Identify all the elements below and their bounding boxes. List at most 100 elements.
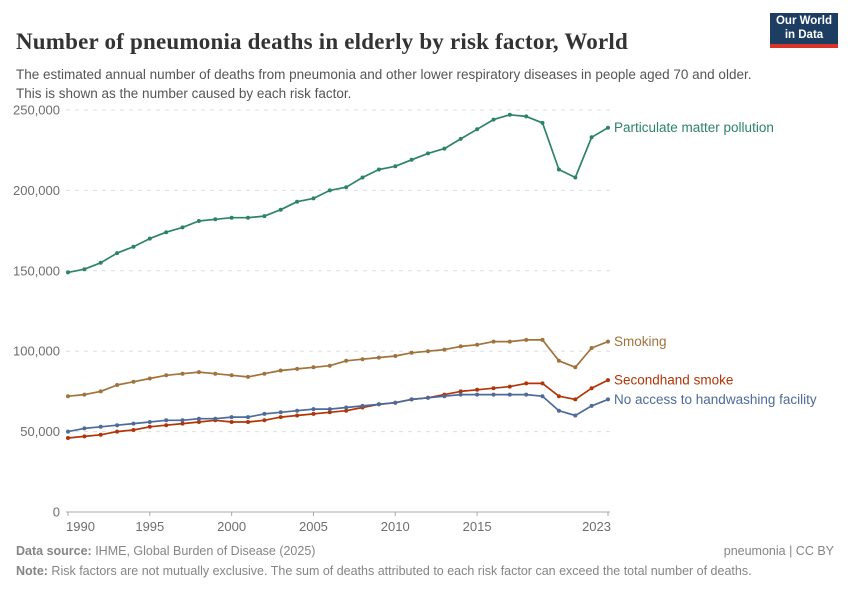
owid-logo-line1: Our World bbox=[775, 14, 832, 27]
data-point-particulate-matter-pollution-1997 bbox=[180, 225, 185, 230]
data-point-particulate-matter-pollution-1992 bbox=[98, 260, 103, 265]
data-point-no-access-to-handwashing-facility-1994 bbox=[131, 421, 136, 426]
x-axis-label-1995: 1995 bbox=[135, 519, 164, 534]
data-point-no-access-to-handwashing-facility-1991 bbox=[82, 426, 87, 431]
y-axis-label-250000: 250,000 bbox=[13, 103, 60, 118]
data-point-secondhand-smoke-2000 bbox=[229, 420, 234, 424]
note-text: Note: Risk factors are not mutually excl… bbox=[16, 564, 752, 578]
series-end-label-smoking: Smoking bbox=[614, 334, 667, 349]
data-point-secondhand-smoke-2001 bbox=[246, 420, 250, 424]
owid-logo-line2: in Data bbox=[784, 28, 824, 41]
data-point-no-access-to-handwashing-facility-2012 bbox=[426, 395, 430, 400]
data-point-no-access-to-handwashing-facility-2019 bbox=[540, 394, 545, 399]
data-point-smoking-2005 bbox=[311, 365, 316, 370]
data-point-smoking-2008 bbox=[360, 357, 365, 362]
data-point-no-access-to-handwashing-facility-2014 bbox=[458, 392, 463, 397]
data-point-smoking-2002 bbox=[262, 371, 267, 376]
data-point-smoking-2016 bbox=[491, 339, 496, 344]
page-title: Number of pneumonia deaths in elderly by… bbox=[16, 29, 628, 55]
data-point-smoking-2019 bbox=[540, 337, 545, 342]
data-point-particulate-matter-pollution-2008 bbox=[360, 175, 365, 180]
data-point-secondhand-smoke-2002 bbox=[262, 418, 267, 423]
data-point-particulate-matter-pollution-2007 bbox=[344, 185, 349, 190]
x-axis-label-2015: 2015 bbox=[463, 519, 492, 534]
data-point-smoking-2021 bbox=[573, 365, 578, 370]
data-point-no-access-to-handwashing-facility-2015 bbox=[475, 392, 480, 397]
data-point-smoking-1994 bbox=[131, 379, 136, 384]
data-point-smoking-2022 bbox=[589, 346, 594, 350]
data-point-smoking-2012 bbox=[426, 349, 430, 354]
data-point-particulate-matter-pollution-1995 bbox=[147, 236, 152, 241]
data-point-no-access-to-handwashing-facility-2011 bbox=[409, 397, 414, 402]
data-point-no-access-to-handwashing-facility-1995 bbox=[147, 420, 152, 424]
data-point-secondhand-smoke-1996 bbox=[164, 423, 169, 428]
data-point-secondhand-smoke-2019 bbox=[540, 381, 545, 386]
data-source-label: Data source: bbox=[16, 544, 92, 558]
data-point-particulate-matter-pollution-2019 bbox=[540, 120, 545, 125]
data-point-smoking-1998 bbox=[196, 370, 201, 375]
data-point-smoking-2011 bbox=[409, 350, 414, 355]
data-point-no-access-to-handwashing-facility-2021 bbox=[573, 413, 578, 418]
data-point-particulate-matter-pollution-2003 bbox=[278, 207, 283, 212]
series-line-no-access-to-handwashing-facility bbox=[67, 393, 609, 433]
data-point-particulate-matter-pollution-2018 bbox=[524, 114, 529, 119]
data-point-secondhand-smoke-2023 bbox=[606, 378, 610, 383]
data-point-particulate-matter-pollution-1996 bbox=[164, 230, 169, 235]
data-point-smoking-2000 bbox=[229, 373, 234, 378]
data-point-smoking-2018 bbox=[524, 337, 529, 342]
data-point-secondhand-smoke-1997 bbox=[180, 421, 185, 426]
data-source-text: Data source: IHME, Global Burden of Dise… bbox=[16, 544, 316, 558]
data-point-secondhand-smoke-2003 bbox=[278, 415, 283, 420]
owid-logo[interactable]: Our World in Data bbox=[770, 13, 838, 48]
data-point-no-access-to-handwashing-facility-2020 bbox=[556, 408, 561, 413]
data-point-secondhand-smoke-2020 bbox=[556, 394, 561, 399]
data-point-particulate-matter-pollution-1999 bbox=[213, 217, 218, 222]
data-point-particulate-matter-pollution-2014 bbox=[458, 136, 463, 141]
data-point-smoking-2023 bbox=[606, 339, 610, 344]
data-point-particulate-matter-pollution-2021 bbox=[573, 175, 578, 180]
data-point-no-access-to-handwashing-facility-2007 bbox=[344, 405, 349, 410]
data-point-particulate-matter-pollution-1991 bbox=[82, 267, 87, 272]
data-point-secondhand-smoke-2005 bbox=[311, 411, 316, 416]
data-point-particulate-matter-pollution-2009 bbox=[376, 167, 381, 172]
x-axis-label-2000: 2000 bbox=[217, 519, 246, 534]
data-point-secondhand-smoke-2015 bbox=[475, 387, 480, 392]
data-point-no-access-to-handwashing-facility-2018 bbox=[524, 392, 529, 397]
data-point-no-access-to-handwashing-facility-2002 bbox=[262, 411, 267, 416]
data-point-no-access-to-handwashing-facility-2010 bbox=[393, 400, 398, 405]
data-point-secondhand-smoke-2016 bbox=[491, 386, 496, 391]
series-line-particulate-matter-pollution bbox=[67, 113, 609, 274]
series-end-label-particulate-matter-pollution: Particulate matter pollution bbox=[614, 120, 774, 135]
license-text[interactable]: pneumonia | CC BY bbox=[723, 544, 834, 558]
data-point-particulate-matter-pollution-2023 bbox=[606, 125, 610, 130]
note-label: Note: bbox=[16, 564, 48, 578]
data-point-smoking-2015 bbox=[475, 342, 480, 347]
data-point-no-access-to-handwashing-facility-1993 bbox=[115, 423, 120, 428]
data-point-smoking-2017 bbox=[507, 339, 512, 344]
data-point-smoking-2020 bbox=[556, 358, 561, 363]
data-point-no-access-to-handwashing-facility-1990 bbox=[66, 429, 70, 434]
series-line-smoking bbox=[67, 339, 609, 398]
data-point-no-access-to-handwashing-facility-2003 bbox=[278, 410, 283, 415]
line-chart-area: 0 50,000 100,000 150,000 200,000 250,000 1990 1… bbox=[0, 95, 850, 545]
data-point-no-access-to-handwashing-facility-1997 bbox=[180, 418, 185, 423]
x-axis-label-1990: 1990 bbox=[66, 519, 95, 534]
data-point-secondhand-smoke-2006 bbox=[327, 410, 332, 415]
data-point-particulate-matter-pollution-2012 bbox=[426, 151, 430, 156]
data-point-smoking-2009 bbox=[376, 355, 381, 360]
data-point-secondhand-smoke-1990 bbox=[66, 436, 70, 440]
data-point-smoking-2013 bbox=[442, 347, 447, 352]
data-point-no-access-to-handwashing-facility-2004 bbox=[295, 408, 300, 413]
data-point-particulate-matter-pollution-2016 bbox=[491, 117, 496, 122]
data-point-particulate-matter-pollution-2006 bbox=[327, 188, 332, 193]
data-point-particulate-matter-pollution-2001 bbox=[246, 215, 250, 220]
data-point-secondhand-smoke-1998 bbox=[196, 420, 201, 424]
data-point-smoking-1990 bbox=[66, 394, 70, 399]
data-point-smoking-1991 bbox=[82, 392, 87, 397]
series-line-secondhand-smoke bbox=[67, 379, 609, 439]
data-point-smoking-1993 bbox=[115, 383, 120, 387]
x-axis-label-2023: 2023 bbox=[582, 519, 611, 534]
data-point-secondhand-smoke-1991 bbox=[82, 434, 87, 439]
data-point-particulate-matter-pollution-1998 bbox=[196, 219, 201, 223]
data-point-particulate-matter-pollution-2005 bbox=[311, 196, 316, 201]
